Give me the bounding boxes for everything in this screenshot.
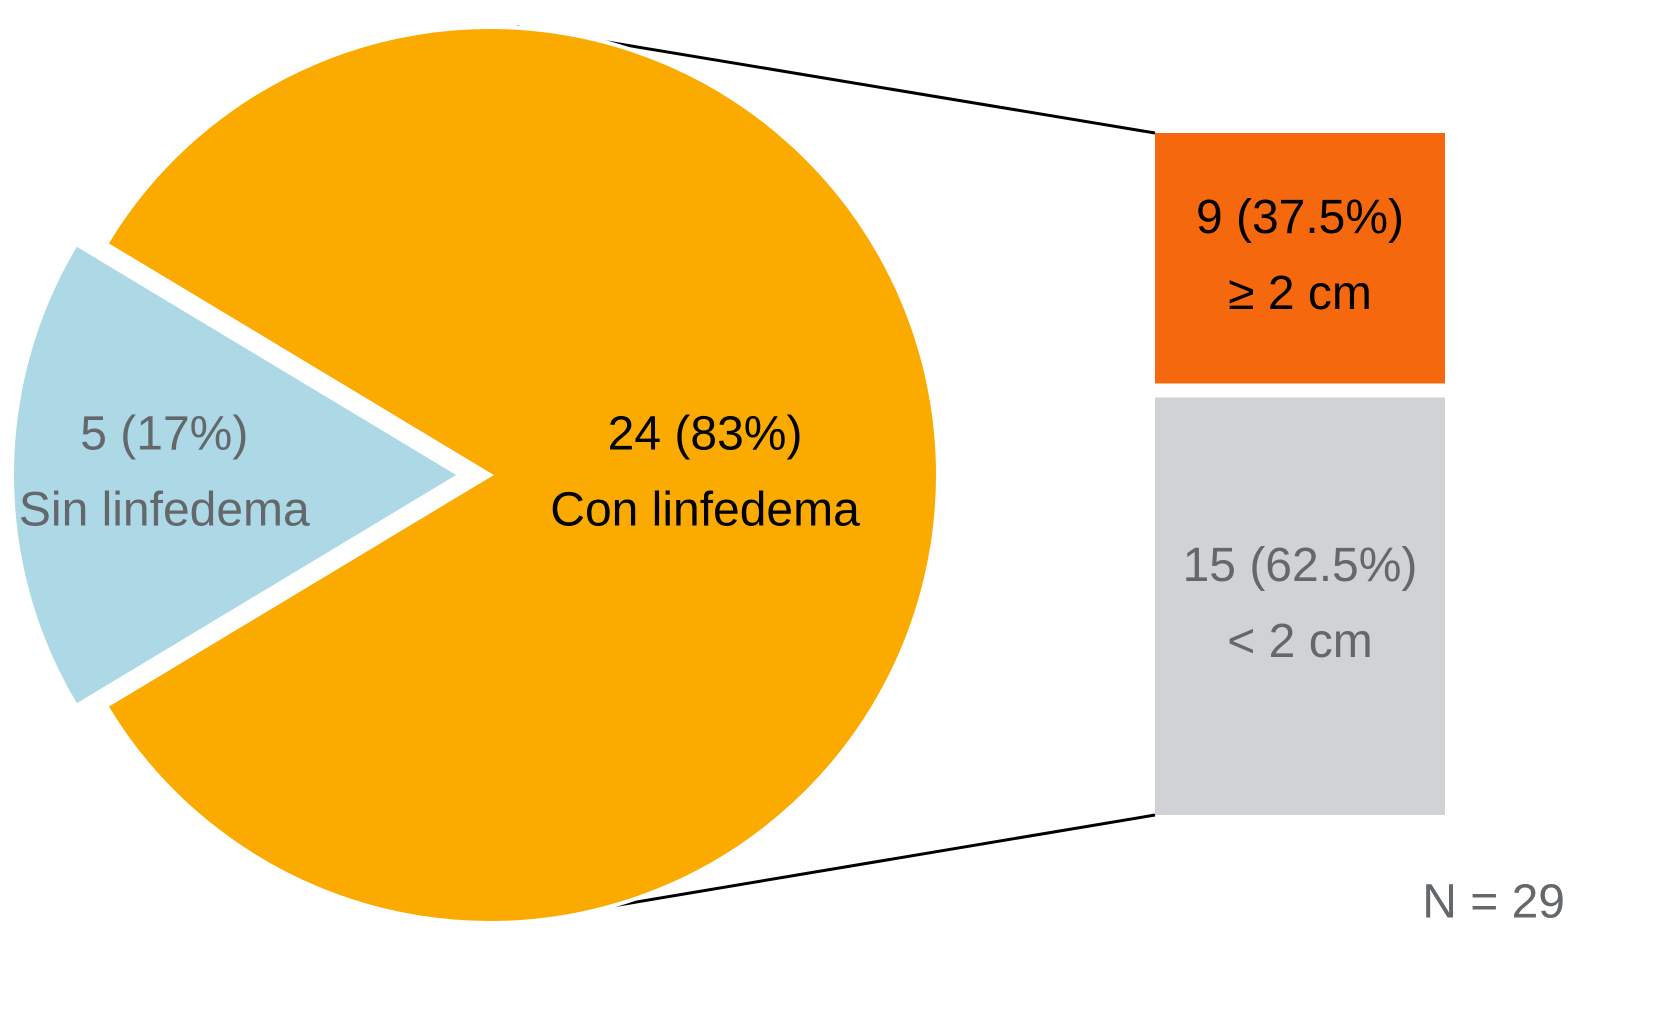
segment-value-label: 9 (37.5%) <box>1196 191 1404 244</box>
pie-slice <box>103 25 940 925</box>
bar-segment <box>1155 133 1445 384</box>
slice-value-label: 24 (83%) <box>608 408 803 461</box>
connector-top <box>516 25 1156 135</box>
pie-slice <box>10 241 464 709</box>
slice-category-label: Sin linfedema <box>19 484 310 537</box>
segment-category-label: < 2 cm <box>1227 615 1372 668</box>
segment-value-label: 15 (62.5%) <box>1183 539 1418 592</box>
bar-segment <box>1155 397 1445 815</box>
segment-category-label: ≥ 2 cm <box>1228 267 1372 320</box>
slice-category-label: Con linfedema <box>550 484 860 537</box>
annotation: N = 29 <box>1422 876 1565 929</box>
slice-value-label: 5 (17%) <box>80 408 248 461</box>
